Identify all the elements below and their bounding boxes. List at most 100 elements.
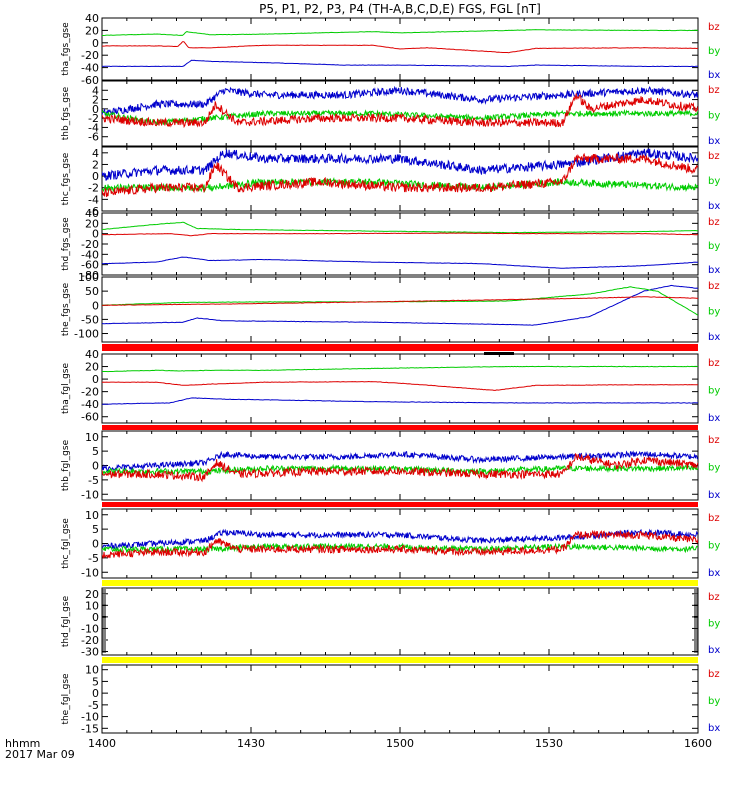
y-tick-label: 10 bbox=[85, 664, 99, 677]
panel-thb_fgs_gse: 420-2-4-6 thb_fgs_gse bz by bx bbox=[61, 80, 720, 147]
y-tick-label: 40 bbox=[85, 12, 99, 25]
series-line-by bbox=[102, 221, 698, 234]
y-tick-label: -5 bbox=[88, 699, 99, 712]
yellow-status-bar bbox=[102, 580, 698, 586]
y-axis-label: thb_fgs_gse bbox=[61, 86, 71, 140]
black-marker bbox=[484, 352, 514, 355]
x-tick-label: 1530 bbox=[535, 737, 563, 750]
series-line-bx bbox=[102, 284, 698, 326]
legend-bx: bx bbox=[708, 723, 720, 734]
y-tick-label: -10 bbox=[81, 488, 99, 501]
y-tick-label: -30 bbox=[81, 646, 99, 659]
legend-by: by bbox=[708, 46, 720, 57]
legend-bx: bx bbox=[708, 201, 720, 212]
legend-by: by bbox=[708, 111, 720, 122]
legend-bx: bx bbox=[708, 136, 720, 147]
yellow-status-bar bbox=[102, 657, 698, 663]
legend-bz: bz bbox=[708, 669, 720, 680]
legend-by: by bbox=[708, 619, 720, 630]
y-tick-label: 20 bbox=[85, 24, 99, 37]
panel-frame bbox=[101, 664, 699, 734]
y-axis-label: thd_fgs_gse bbox=[61, 217, 71, 271]
y-tick-label: -40 bbox=[81, 248, 99, 261]
series-line-bx bbox=[102, 59, 698, 68]
y-tick-label: 4 bbox=[92, 147, 99, 160]
x-tick-label: 1400 bbox=[88, 737, 116, 750]
x-tick-label: 1430 bbox=[237, 737, 265, 750]
y-tick-label: 0 bbox=[92, 373, 99, 386]
y-axis-label: the_fgl_gse bbox=[61, 673, 71, 725]
y-tick-label: -40 bbox=[81, 398, 99, 411]
chart-title: P5, P1, P2, P3, P4 (TH-A,B,C,D,E) FGS, F… bbox=[259, 2, 541, 16]
red-status-bar bbox=[102, 502, 698, 507]
y-tick-label: 10 bbox=[85, 509, 99, 522]
legend-by: by bbox=[708, 307, 720, 318]
panel-thc_fgl_gse: 105 0-5-10 thc_fgl_gse bz by bx bbox=[61, 508, 720, 579]
y-tick-label: -50 bbox=[81, 313, 99, 326]
red-status-bar bbox=[102, 344, 698, 351]
red-status-bar bbox=[102, 425, 698, 430]
series-line-bz bbox=[102, 232, 698, 237]
y-axis-label: thc_fgl_gse bbox=[61, 518, 71, 569]
series-line-bx bbox=[102, 148, 698, 181]
y-tick-label: 5 bbox=[92, 675, 99, 688]
legend-bx: bx bbox=[708, 568, 720, 579]
y-tick-label: -10 bbox=[81, 566, 99, 579]
y-tick-label: 0 bbox=[92, 687, 99, 700]
legend-bx: bx bbox=[708, 413, 720, 424]
y-tick-label: -4 bbox=[88, 121, 99, 134]
legend-by: by bbox=[708, 696, 720, 707]
status-bars bbox=[102, 344, 698, 663]
series-group bbox=[102, 450, 698, 483]
y-tick-label: 20 bbox=[85, 361, 99, 374]
y-tick-label: -4 bbox=[88, 193, 99, 206]
legend-bx: bx bbox=[708, 332, 720, 343]
legend-by: by bbox=[708, 241, 720, 252]
y-tick-label: -20 bbox=[81, 49, 99, 62]
x-label-date: 2017 Mar 09 bbox=[5, 748, 75, 761]
x-label-hhmm: hhmm bbox=[5, 737, 40, 750]
y-tick-label: -20 bbox=[81, 634, 99, 647]
series-line-bz bbox=[102, 529, 698, 559]
legend-by: by bbox=[708, 541, 720, 552]
series-line-by bbox=[102, 29, 698, 36]
y-tick-label: 0 bbox=[92, 460, 99, 473]
series-line-by bbox=[102, 463, 698, 476]
legend-bz: bz bbox=[708, 22, 720, 33]
series-group bbox=[102, 29, 698, 68]
y-tick-label: -60 bbox=[81, 259, 99, 272]
y-tick-label: 0 bbox=[92, 538, 99, 551]
y-tick-label: -80 bbox=[81, 269, 99, 282]
y-tick-label: 0 bbox=[92, 37, 99, 50]
series-group bbox=[102, 221, 698, 269]
y-tick-label: 4 bbox=[92, 84, 99, 97]
y-tick-label: -10 bbox=[81, 711, 99, 724]
panel-frame bbox=[101, 276, 699, 343]
legend-bz: bz bbox=[708, 592, 720, 603]
y-tick-label: -2 bbox=[88, 112, 99, 125]
y-tick-label: -15 bbox=[81, 722, 99, 735]
series-line-bz bbox=[102, 152, 698, 198]
time-axis: hhmm 2017 Mar 09 1400 1430 1500 1530 1600 bbox=[5, 737, 712, 761]
series-group bbox=[102, 365, 698, 405]
panel-thb_fgl_gse: 105 0-5-10 thb_fgl_gse bz by bx bbox=[61, 430, 720, 501]
series-line-by bbox=[102, 365, 698, 373]
series-group bbox=[102, 148, 698, 198]
y-tick-label: 10 bbox=[85, 599, 99, 612]
series-line-bz bbox=[102, 296, 698, 306]
series-group bbox=[102, 85, 698, 129]
y-tick-label: 0 bbox=[92, 228, 99, 241]
legend-by: by bbox=[708, 176, 720, 187]
y-tick-label: -20 bbox=[81, 238, 99, 251]
y-tick-label: 5 bbox=[92, 445, 99, 458]
series-line-bx bbox=[102, 528, 698, 550]
series-line-bz bbox=[102, 41, 698, 54]
series-group bbox=[102, 284, 698, 326]
